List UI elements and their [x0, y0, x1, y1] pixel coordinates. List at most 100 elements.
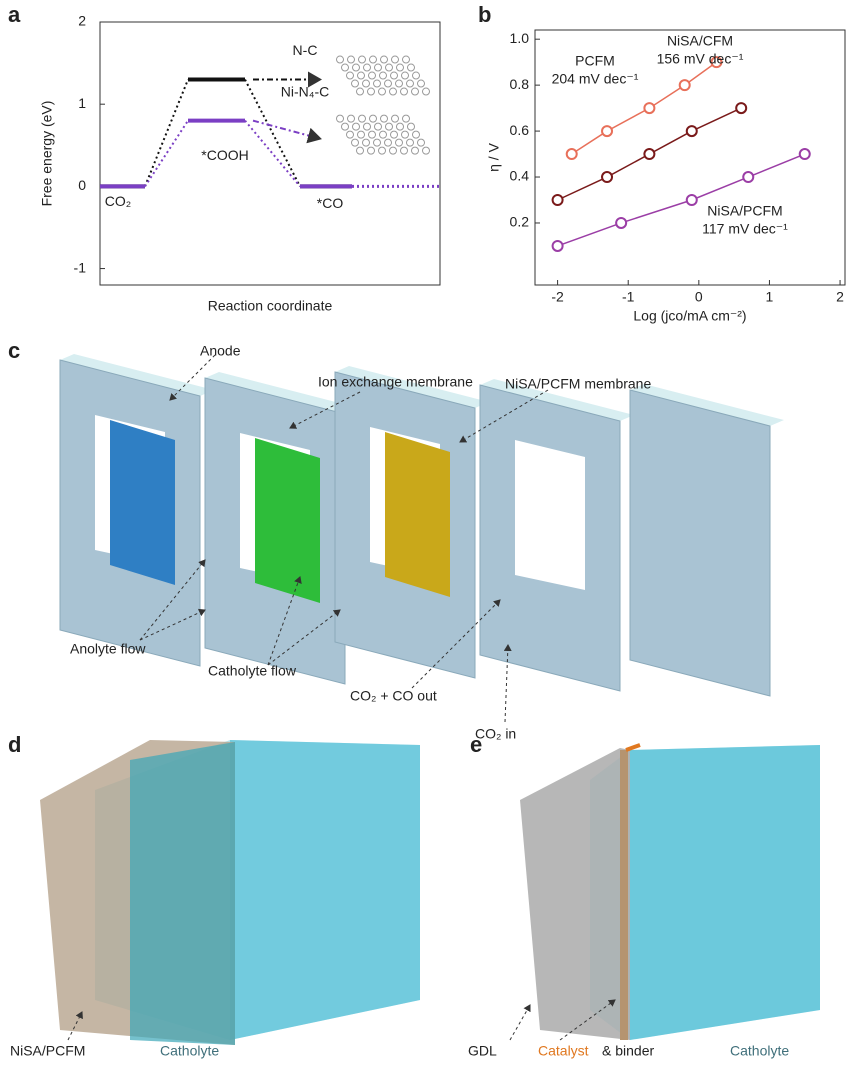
atom	[395, 79, 403, 88]
atom	[362, 79, 370, 88]
label: NiSA/PCFM membrane	[505, 376, 651, 392]
arrow	[411, 599, 501, 689]
atom	[380, 114, 388, 123]
atom	[407, 122, 415, 131]
point	[678, 79, 691, 92]
point	[565, 148, 578, 161]
arrow	[169, 354, 216, 401]
point	[601, 171, 614, 184]
point	[685, 125, 698, 138]
electrode	[110, 420, 175, 585]
molecule	[336, 114, 430, 155]
x-axis-label: Reaction coordinate	[208, 298, 333, 314]
label: GDL	[468, 1043, 497, 1059]
atom	[390, 71, 398, 80]
arrow	[459, 389, 549, 443]
atom	[368, 71, 376, 80]
atom	[395, 138, 403, 147]
atom	[402, 55, 410, 64]
panel-letter: d	[8, 732, 21, 757]
atom	[346, 71, 354, 80]
atom	[373, 138, 381, 147]
atom	[389, 87, 397, 96]
slope-label: 156 mV dec⁻¹	[657, 51, 744, 67]
slope-label: 204 mV dec⁻¹	[552, 71, 639, 87]
series-label: N-C	[293, 42, 318, 58]
label: CO₂ in	[475, 726, 516, 742]
x-tick-label: 0	[695, 289, 703, 305]
atom	[378, 87, 386, 96]
atom	[369, 114, 377, 123]
x-tick-label: 2	[836, 289, 844, 305]
atom	[367, 146, 375, 155]
atom	[400, 146, 408, 155]
series-label: Ni-N₄-C	[281, 83, 329, 99]
point	[551, 239, 564, 252]
atom	[411, 87, 419, 96]
atom	[412, 71, 420, 80]
molecule	[336, 55, 430, 96]
x-tick-label: 1	[766, 289, 774, 305]
point	[601, 125, 614, 138]
connector	[244, 79, 301, 187]
atom	[357, 130, 365, 139]
structure-diagram	[40, 740, 820, 1045]
point	[742, 171, 755, 184]
y-tick-label: -1	[74, 259, 87, 275]
panel-letter: a	[8, 2, 21, 27]
atom	[417, 79, 425, 88]
y-tick-label: 2	[78, 13, 86, 29]
atom	[374, 122, 382, 131]
atom	[369, 55, 377, 64]
x-tick-label: -2	[551, 289, 564, 305]
y-tick-label: 0	[78, 177, 86, 193]
y-tick-label: 0.6	[510, 122, 530, 138]
y-tick-label: 0.4	[510, 168, 530, 184]
atom	[378, 146, 386, 155]
atom	[384, 79, 392, 88]
label: Catholyte flow	[208, 663, 297, 679]
point	[735, 102, 748, 115]
atom	[356, 146, 364, 155]
atom	[396, 122, 404, 131]
point	[551, 194, 564, 206]
atom	[380, 55, 388, 64]
label: CO₂ + CO out	[350, 688, 437, 704]
plot-frame	[99, 21, 441, 286]
atom	[422, 87, 430, 96]
electrode	[255, 438, 320, 603]
label: Catholyte	[730, 1043, 789, 1059]
point	[710, 56, 723, 69]
atom	[358, 55, 366, 64]
atom	[363, 122, 371, 131]
connector	[144, 120, 189, 187]
arrow	[289, 391, 361, 429]
label: NiSA/PCFM	[10, 1043, 85, 1059]
point	[798, 148, 811, 161]
atom	[391, 114, 399, 123]
atom	[352, 63, 360, 72]
label: & binder	[602, 1043, 654, 1059]
y-axis-label: Free energy (eV)	[39, 101, 55, 207]
y-tick-label: 0.2	[510, 214, 530, 230]
atom	[390, 130, 398, 139]
point	[685, 194, 698, 206]
atom	[347, 114, 355, 123]
atom	[391, 55, 399, 64]
atom	[412, 130, 420, 139]
annotation: CO₂	[105, 193, 131, 209]
atom	[336, 55, 344, 64]
point	[643, 102, 656, 115]
arrow	[503, 644, 512, 723]
label: Catholyte	[160, 1043, 219, 1059]
window	[515, 440, 585, 590]
point	[615, 216, 628, 229]
atom	[356, 87, 364, 96]
atom	[406, 138, 414, 147]
label: Catalyst	[538, 1043, 589, 1059]
plot-frame	[534, 29, 846, 286]
atom	[396, 63, 404, 72]
atom	[346, 130, 354, 139]
atom	[379, 130, 387, 139]
